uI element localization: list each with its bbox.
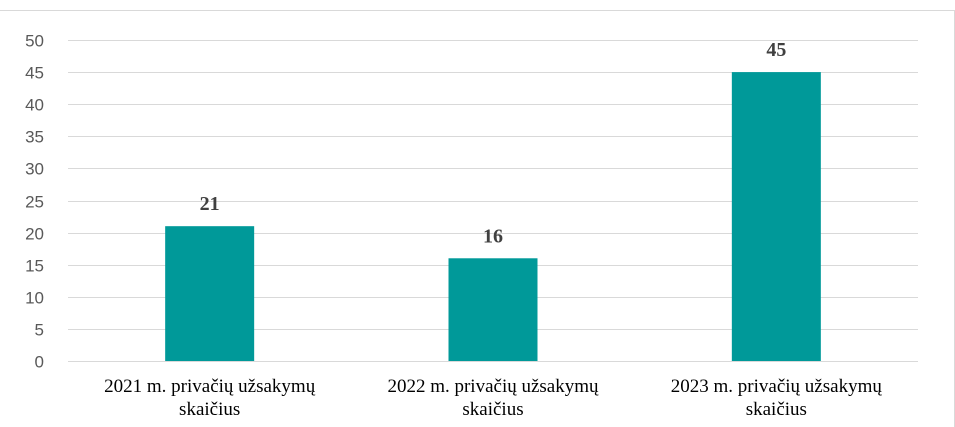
y-tick-label: 20 bbox=[25, 225, 44, 244]
y-tick-label: 0 bbox=[35, 353, 44, 372]
x-tick-label: skaičius bbox=[746, 399, 807, 420]
bar bbox=[165, 226, 255, 361]
y-axis-ticks: 0 5 10 15 20 25 30 35 40 45 50 bbox=[25, 32, 44, 372]
y-tick-label: 50 bbox=[25, 32, 44, 51]
y-tick-label: 40 bbox=[25, 96, 44, 115]
y-tick-label: 30 bbox=[25, 160, 44, 179]
y-tick-label: 25 bbox=[25, 193, 44, 212]
x-tick-label: 2021 m. privačių užsakymų bbox=[104, 376, 316, 397]
data-label: 21 bbox=[200, 193, 220, 215]
data-labels: 21 16 45 bbox=[200, 39, 787, 247]
x-tick-label: skaičius bbox=[179, 399, 240, 420]
bar bbox=[731, 72, 821, 361]
data-label: 16 bbox=[483, 225, 503, 247]
x-tick-label: 2023 m. privačių užsakymų bbox=[671, 376, 883, 397]
y-tick-label: 5 bbox=[35, 321, 44, 340]
bars bbox=[165, 72, 821, 361]
x-tick-label: skaičius bbox=[462, 399, 523, 420]
y-tick-label: 10 bbox=[25, 289, 44, 308]
y-tick-label: 35 bbox=[25, 128, 44, 147]
data-label: 45 bbox=[766, 39, 786, 61]
bar bbox=[448, 258, 538, 361]
x-tick-label: 2022 m. privačių užsakymų bbox=[387, 376, 599, 397]
y-tick-label: 15 bbox=[25, 257, 44, 276]
y-tick-label: 45 bbox=[25, 64, 44, 83]
